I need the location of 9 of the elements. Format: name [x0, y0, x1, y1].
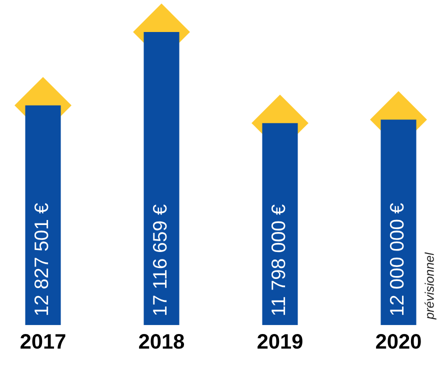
x-tick-label: 2020 — [376, 334, 421, 349]
annotation: prévisionnel — [424, 252, 436, 320]
data-label: 12 000 000 € — [390, 203, 404, 315]
data-label: 11 798 000 € — [271, 204, 286, 315]
x-tick-label: 2019 — [258, 334, 302, 349]
x-tick-label: 2018 — [139, 334, 184, 349]
data-label: 17 116 659 € — [152, 204, 167, 315]
x-tick-label: 2017 — [20, 334, 66, 349]
data-label: 12 827 501 € — [34, 203, 48, 315]
